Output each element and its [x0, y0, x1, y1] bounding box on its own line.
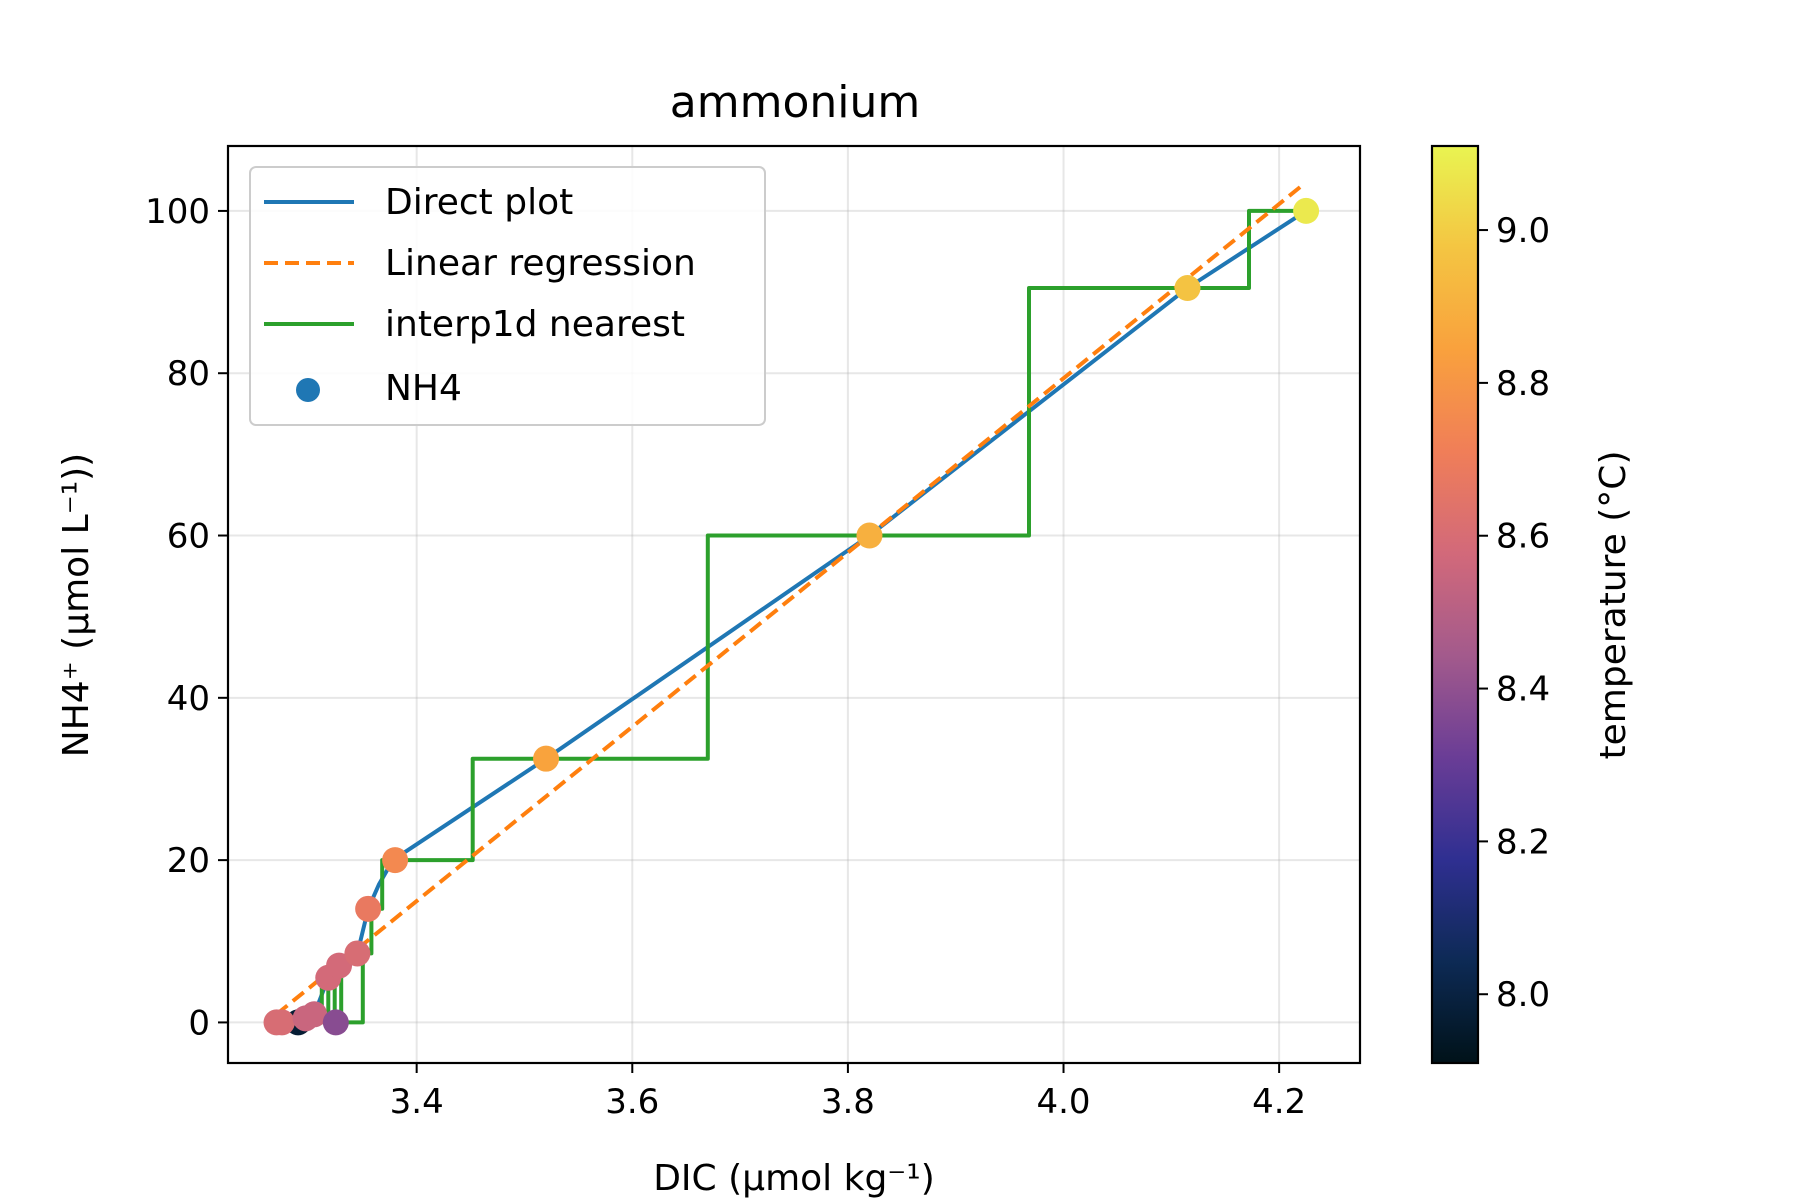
- colorbar-label: temperature (°C): [1593, 451, 1634, 760]
- colorbar-tick-label: 8.0: [1496, 975, 1550, 1015]
- y-tick-label: 0: [188, 1003, 210, 1043]
- x-tick-label: 4.2: [1252, 1082, 1306, 1122]
- nh4-point: [1293, 197, 1320, 224]
- plot-frame: [226, 144, 1362, 1065]
- y-axis-ticks: 0 20 40 60 80 100: [145, 192, 228, 1043]
- legend-marker-nh4: [296, 378, 320, 402]
- x-tick-label: 3.8: [821, 1082, 875, 1122]
- points-layer: [263, 197, 1320, 1036]
- grid: [228, 146, 1360, 1063]
- y-tick-label: 20: [167, 841, 210, 881]
- nh4-point: [533, 745, 560, 772]
- colorbar-tick-label: 8.8: [1496, 364, 1550, 404]
- legend-label-nh4: NH4: [385, 368, 462, 409]
- x-axis-label: DIC (µmol kg⁻¹): [653, 1158, 935, 1199]
- colorbar-tick-label: 9.0: [1496, 211, 1550, 251]
- nh4-point: [326, 952, 353, 979]
- nh4-point: [268, 1009, 295, 1036]
- nh4-point: [322, 1009, 349, 1036]
- x-tick-label: 3.6: [605, 1082, 659, 1122]
- chart-title: ammonium: [670, 77, 920, 128]
- nh4-point: [856, 522, 883, 549]
- legend-label-linear-regression: Linear regression: [385, 243, 696, 284]
- nh4-point: [344, 940, 371, 967]
- series-line-linear-regression: [275, 185, 1302, 1016]
- x-tick-label: 3.4: [390, 1082, 444, 1122]
- x-axis-ticks: 3.4 3.6 3.8 4.0 4.2: [390, 1063, 1306, 1122]
- legend: Direct plot Linear regression interp1d n…: [249, 166, 766, 426]
- nh4-point: [355, 895, 382, 922]
- colorbar-tick-label: 8.4: [1496, 670, 1550, 710]
- y-tick-label: 80: [167, 354, 210, 394]
- nh4-point: [1174, 275, 1201, 302]
- y-tick-label: 60: [167, 517, 210, 557]
- colorbar: [1430, 144, 1480, 1065]
- nh4-point: [301, 1001, 328, 1028]
- colorbar-ticks: 8.0 8.2 8.4 8.6 8.8 9.0: [1478, 211, 1550, 1015]
- colorbar-tick-label: 8.6: [1496, 517, 1550, 557]
- y-tick-label: 40: [167, 679, 210, 719]
- legend-label-direct-plot: Direct plot: [385, 182, 573, 223]
- colorbar-tick-label: 8.2: [1496, 822, 1550, 862]
- y-tick-label: 100: [145, 192, 210, 232]
- nh4-point: [382, 847, 409, 874]
- legend-label-interp1d-nearest: interp1d nearest: [385, 304, 685, 345]
- legend-box: [249, 166, 766, 426]
- y-axis-label: NH4⁺ (µmol L⁻¹)): [56, 453, 97, 757]
- x-tick-label: 4.0: [1036, 1082, 1090, 1122]
